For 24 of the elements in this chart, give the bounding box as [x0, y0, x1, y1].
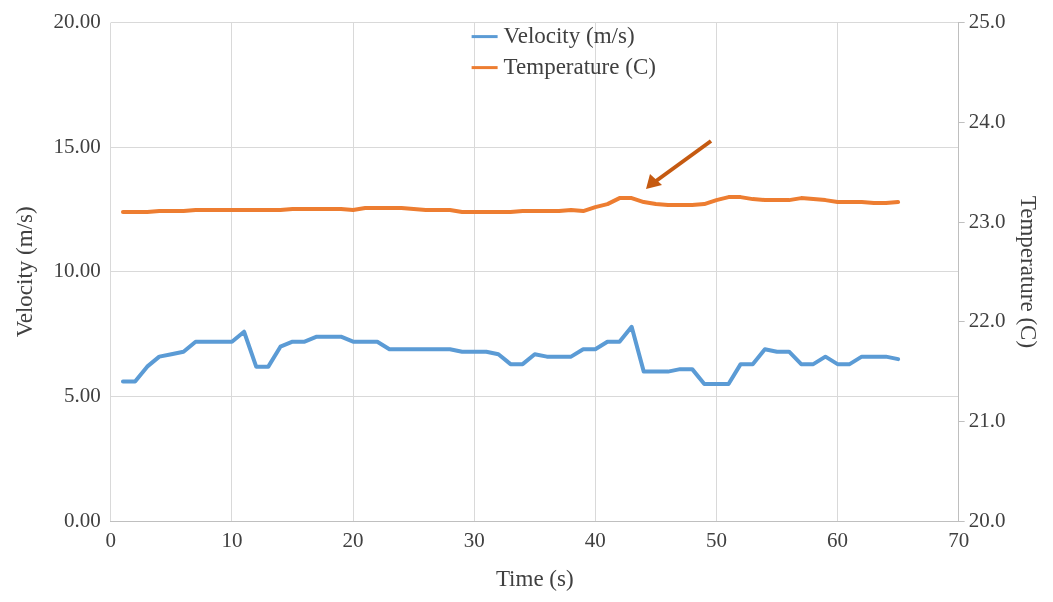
- x-tick-label: 0: [105, 528, 117, 553]
- x-tick-label: 60: [827, 528, 849, 553]
- y2-tick-label: 23.0: [968, 208, 1006, 233]
- x-tick-label: 10: [221, 528, 243, 553]
- x-tick-label: 50: [705, 528, 727, 553]
- x-tick-label: 30: [463, 528, 485, 553]
- x-tick-label: 40: [584, 528, 606, 553]
- legend-label: Velocity (m/s): [503, 22, 635, 48]
- y-tick-label: 5.00: [64, 383, 101, 408]
- y2-tick-label: 25.0: [968, 9, 1006, 34]
- y-tick-label: 15.00: [53, 133, 101, 158]
- y-tick-label: 0.00: [64, 507, 101, 532]
- x-tick-label: 70: [948, 528, 970, 553]
- y2-tick-label: 21.0: [968, 408, 1006, 432]
- y2-tick-label: 20.0: [968, 507, 1006, 532]
- legend-label: Temperature (C): [503, 53, 656, 79]
- x-tick-label: 20: [342, 528, 364, 553]
- y2-tick-label: 24.0: [968, 108, 1006, 133]
- y2-axis-title: Temperature (C): [1016, 195, 1042, 349]
- y-axis-title: Velocity (m/s): [11, 206, 37, 338]
- y2-tick-label: 22.0: [968, 308, 1006, 333]
- y-tick-label: 10.00: [53, 258, 101, 283]
- x-axis-title: Time (s): [495, 566, 574, 592]
- y-tick-label: 20.00: [53, 9, 101, 34]
